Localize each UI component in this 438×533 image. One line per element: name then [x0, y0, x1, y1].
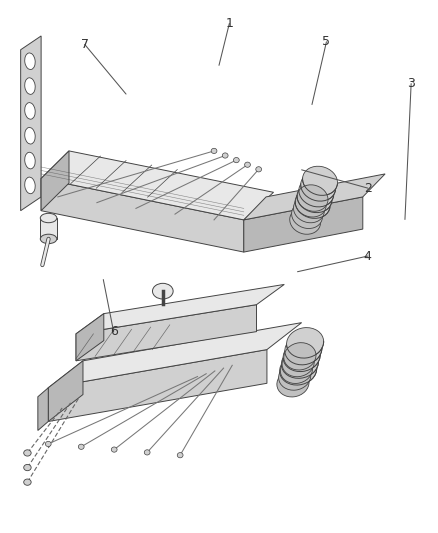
- Ellipse shape: [40, 234, 57, 244]
- Ellipse shape: [25, 78, 35, 94]
- Ellipse shape: [290, 208, 321, 235]
- Ellipse shape: [303, 166, 338, 196]
- Ellipse shape: [295, 189, 330, 219]
- Ellipse shape: [244, 162, 251, 167]
- Ellipse shape: [279, 363, 311, 390]
- Polygon shape: [244, 197, 363, 252]
- Ellipse shape: [25, 152, 35, 169]
- Ellipse shape: [285, 334, 322, 365]
- Text: 5: 5: [322, 35, 330, 49]
- Text: 2: 2: [364, 182, 372, 195]
- Ellipse shape: [282, 350, 314, 377]
- Polygon shape: [76, 305, 257, 361]
- Ellipse shape: [24, 450, 31, 456]
- Ellipse shape: [24, 479, 31, 485]
- Polygon shape: [41, 179, 244, 252]
- Ellipse shape: [284, 343, 316, 370]
- Text: 3: 3: [407, 77, 415, 90]
- Ellipse shape: [78, 444, 84, 449]
- Ellipse shape: [111, 447, 117, 452]
- Ellipse shape: [25, 53, 35, 69]
- Polygon shape: [76, 285, 284, 334]
- Ellipse shape: [280, 356, 313, 383]
- Text: 6: 6: [110, 325, 117, 338]
- Ellipse shape: [177, 453, 183, 458]
- Ellipse shape: [293, 196, 324, 223]
- Polygon shape: [40, 218, 57, 239]
- Ellipse shape: [25, 127, 35, 144]
- Ellipse shape: [281, 348, 318, 378]
- Polygon shape: [48, 350, 267, 422]
- Polygon shape: [21, 36, 41, 211]
- Ellipse shape: [46, 441, 51, 447]
- Polygon shape: [244, 174, 385, 220]
- Text: 4: 4: [364, 249, 372, 263]
- Ellipse shape: [25, 103, 35, 119]
- Ellipse shape: [292, 202, 322, 229]
- Polygon shape: [76, 313, 104, 361]
- Ellipse shape: [211, 148, 217, 154]
- Ellipse shape: [144, 450, 150, 455]
- Ellipse shape: [152, 284, 173, 299]
- Ellipse shape: [295, 191, 326, 217]
- Ellipse shape: [24, 464, 31, 471]
- Ellipse shape: [279, 354, 317, 385]
- Ellipse shape: [299, 177, 334, 207]
- Polygon shape: [41, 151, 69, 211]
- Text: 1: 1: [226, 17, 233, 30]
- Polygon shape: [48, 361, 83, 422]
- Ellipse shape: [233, 157, 239, 163]
- Ellipse shape: [286, 328, 324, 358]
- Ellipse shape: [301, 172, 336, 201]
- Ellipse shape: [297, 185, 328, 211]
- Ellipse shape: [25, 177, 35, 193]
- Polygon shape: [48, 322, 302, 388]
- Ellipse shape: [223, 153, 228, 158]
- Polygon shape: [38, 388, 48, 431]
- Ellipse shape: [277, 370, 309, 397]
- Ellipse shape: [283, 341, 320, 372]
- Ellipse shape: [297, 183, 332, 213]
- Ellipse shape: [256, 167, 261, 172]
- Ellipse shape: [40, 213, 57, 223]
- Text: 7: 7: [81, 38, 89, 51]
- Polygon shape: [41, 151, 274, 220]
